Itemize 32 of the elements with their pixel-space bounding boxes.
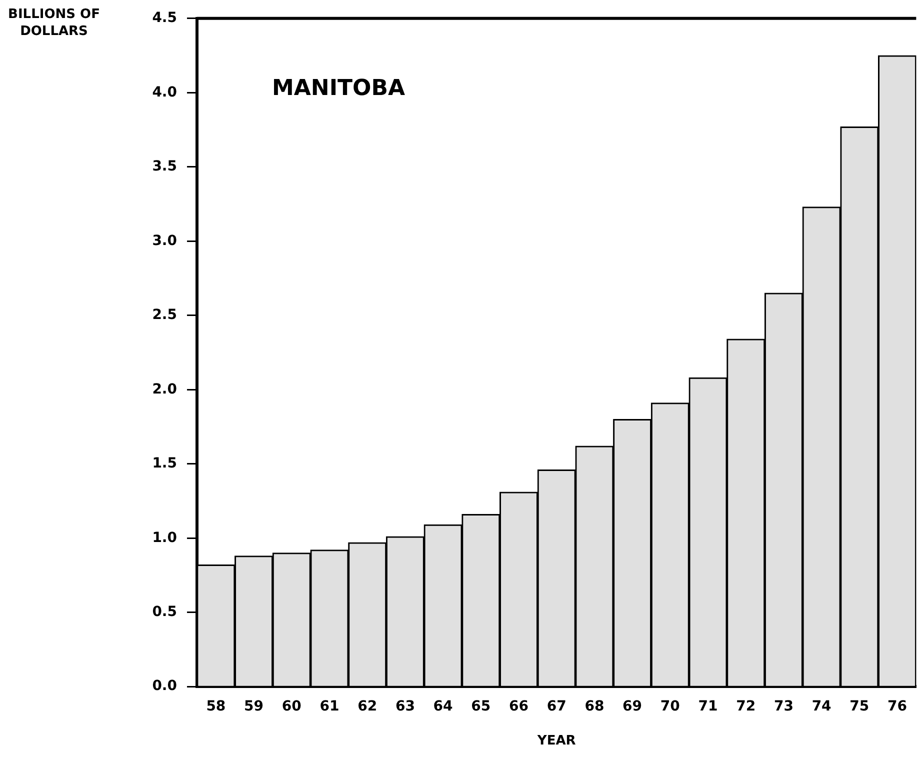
x-tick-label: 72 <box>736 698 756 715</box>
x-tick-label: 71 <box>698 698 718 715</box>
x-tick-label: 75 <box>850 698 870 715</box>
x-tick-label: 63 <box>395 698 415 715</box>
y-tick-label: 1.5 <box>152 456 177 472</box>
x-tick-label: 76 <box>888 698 907 715</box>
y-tick-label: 3.0 <box>152 232 178 249</box>
x-tick-label: 61 <box>320 698 340 715</box>
x-tick-label: 64 <box>433 698 454 715</box>
x-tick-label: 65 <box>471 698 491 715</box>
x-tick-label: 60 <box>282 698 302 715</box>
y-tick-label: 0.5 <box>152 604 177 620</box>
x-tick-label: 58 <box>206 698 226 715</box>
x-tick-label: 59 <box>244 698 264 715</box>
y-tick-label: 1.0 <box>152 530 178 546</box>
y-tick-label: 2.5 <box>152 307 177 324</box>
text: MANITOBA <box>272 76 406 101</box>
x-tick-label: 62 <box>358 698 378 715</box>
x-axis-title: YEAR <box>536 734 576 749</box>
x-tick-label: 74 <box>812 698 832 715</box>
x-tick-label: 70 <box>660 698 680 715</box>
y-tick-label: 3.5 <box>152 158 177 175</box>
y-tick-label: 0.0 <box>152 678 178 694</box>
x-tick-label: 67 <box>546 698 566 715</box>
x-tick-label: 66 <box>509 698 528 715</box>
x-tick-label: 73 <box>774 698 794 715</box>
y-tick-label: 2.0 <box>152 381 178 398</box>
x-tick-label: 68 <box>584 698 604 715</box>
y-tick-label: 4.5 <box>152 10 177 26</box>
y-axis-title: BILLIONS OF DOLLARS <box>7 6 101 40</box>
x-tick-label: 69 <box>622 698 642 715</box>
y-tick-label: 4.0 <box>152 84 178 100</box>
